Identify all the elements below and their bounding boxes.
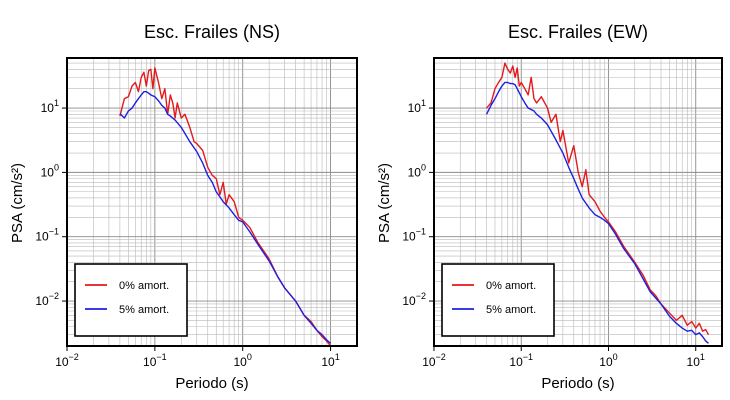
- y-tick-label: 100: [408, 162, 426, 179]
- legend: 0% amort. 5% amort.: [441, 263, 555, 337]
- series-line-amort-5: [119, 90, 332, 344]
- legend-box: [74, 263, 188, 337]
- chart-title-ns: Esc. Frailes (NS): [144, 22, 280, 42]
- y-axis-label-ew: PSA (cm/s²): [376, 163, 393, 243]
- x-tick-label: 100: [234, 352, 252, 369]
- y-tick-label: 100: [41, 162, 59, 179]
- chart-panel-ew: Esc. Frailes (EW) Periodo (s) PSA (cm/s²…: [376, 22, 723, 392]
- y-tick-label: 101: [41, 98, 59, 115]
- plot-frame: [433, 57, 723, 347]
- legend: 0% amort. 5% amort.: [74, 263, 188, 337]
- x-tick-label: 10−1: [143, 352, 167, 369]
- y-tick-label: 10−1: [35, 227, 59, 244]
- chart-panel-ns: Esc. Frailes (NS) Periodo (s) PSA (cm/s²…: [9, 22, 358, 392]
- series-line-amort-5: [485, 81, 709, 344]
- grid: [66, 57, 358, 347]
- x-tick-label: 101: [321, 352, 339, 369]
- legend-box: [441, 263, 555, 337]
- legend-label: 5% amort.: [486, 304, 536, 316]
- y-tick-label: 10−2: [35, 291, 59, 308]
- x-tick-label: 100: [599, 352, 617, 369]
- x-axis-label-ew: Periodo (s): [541, 375, 614, 392]
- series-line-amort-0: [486, 62, 710, 336]
- x-axis-label-ns: Periodo (s): [175, 375, 248, 392]
- legend-label: 0% amort.: [119, 280, 169, 292]
- x-tick-label: 10−1: [509, 352, 533, 369]
- chart-title-ew: Esc. Frailes (EW): [508, 22, 648, 42]
- y-tick-label: 101: [408, 98, 426, 115]
- x-tick-label: 101: [687, 352, 705, 369]
- legend-label: 5% amort.: [119, 304, 169, 316]
- y-axis-label-ns: PSA (cm/s²): [9, 163, 26, 243]
- x-tick-label: 10−2: [422, 352, 446, 369]
- x-tick-label: 10−2: [55, 352, 79, 369]
- y-tick-label: 10−1: [402, 227, 426, 244]
- plot-frame: [66, 57, 358, 347]
- y-tick-label: 10−2: [402, 291, 426, 308]
- legend-label: 0% amort.: [486, 280, 536, 292]
